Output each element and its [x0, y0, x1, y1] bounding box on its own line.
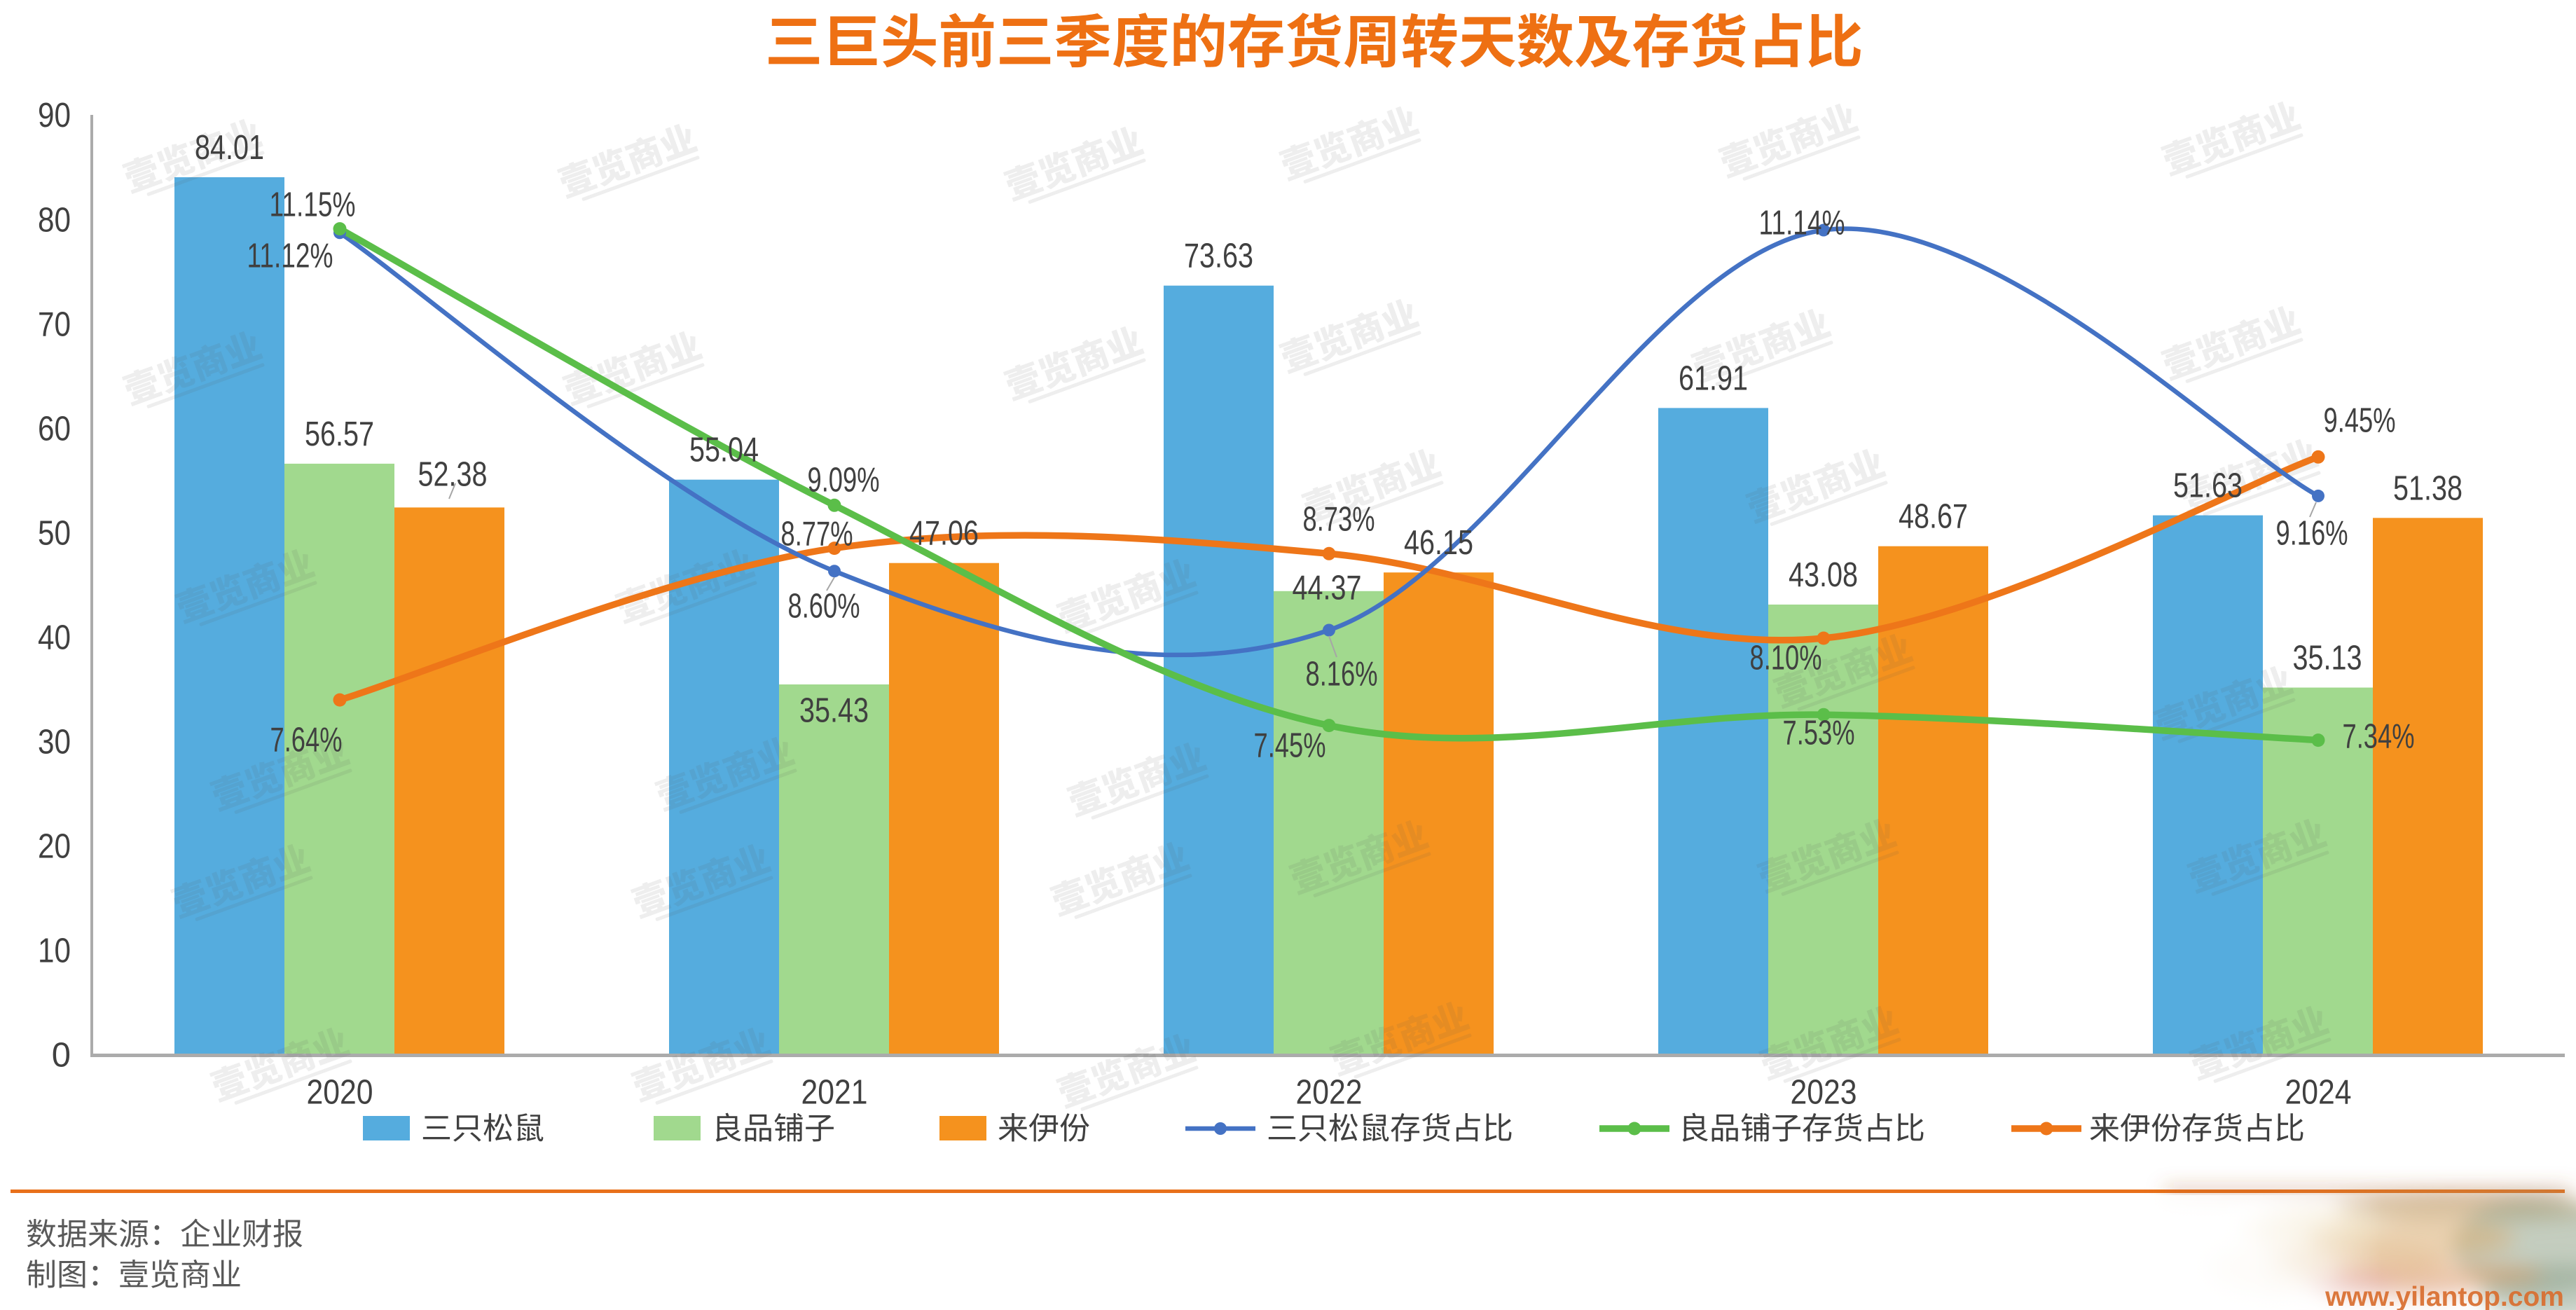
svg-text:50: 50 — [38, 514, 71, 552]
svg-text:11.12%: 11.12% — [247, 237, 333, 275]
svg-text:84.01: 84.01 — [195, 129, 264, 167]
svg-text:52.38: 52.38 — [418, 456, 488, 494]
svg-text:2020: 2020 — [307, 1074, 373, 1112]
svg-text:48.67: 48.67 — [1899, 498, 1968, 536]
svg-text:40: 40 — [38, 619, 71, 656]
svg-text:8.10%: 8.10% — [1750, 640, 1822, 677]
svg-text:8.73%: 8.73% — [1303, 501, 1375, 539]
svg-text:35.43: 35.43 — [799, 692, 869, 730]
svg-text:9.09%: 9.09% — [808, 462, 880, 499]
svg-text:8.60%: 8.60% — [788, 588, 860, 626]
svg-text:9.16%: 9.16% — [2276, 515, 2348, 553]
svg-text:51.63: 51.63 — [2173, 467, 2243, 505]
svg-text:11.14%: 11.14% — [1759, 205, 1845, 242]
svg-text:90: 90 — [38, 97, 71, 135]
svg-text:7.53%: 7.53% — [1783, 715, 1855, 752]
svg-text:2024: 2024 — [2285, 1074, 2352, 1112]
svg-text:www.yilantop.com: www.yilantop.com — [2324, 1282, 2564, 1310]
svg-text:44.37: 44.37 — [1293, 570, 1362, 607]
svg-text:20: 20 — [38, 827, 71, 865]
svg-text:51.38: 51.38 — [2393, 469, 2463, 507]
svg-text:60: 60 — [38, 410, 71, 448]
svg-text:8.16%: 8.16% — [1306, 656, 1378, 694]
svg-text:10: 10 — [38, 932, 71, 970]
svg-text:11.15%: 11.15% — [270, 186, 356, 224]
svg-text:2023: 2023 — [1791, 1074, 1857, 1112]
svg-text:70: 70 — [38, 305, 71, 343]
svg-text:8.77%: 8.77% — [781, 516, 853, 553]
svg-text:61.91: 61.91 — [1679, 359, 1748, 397]
svg-text:2022: 2022 — [1296, 1074, 1363, 1112]
svg-text:9.45%: 9.45% — [2324, 402, 2396, 440]
svg-text:7.45%: 7.45% — [1254, 727, 1326, 765]
svg-text:7.34%: 7.34% — [2343, 718, 2415, 756]
svg-text:55.04: 55.04 — [689, 432, 759, 469]
svg-text:35.13: 35.13 — [2293, 640, 2362, 677]
svg-text:47.06: 47.06 — [909, 515, 979, 553]
svg-text:46.15: 46.15 — [1404, 524, 1473, 562]
svg-text:56.57: 56.57 — [305, 415, 374, 453]
svg-text:80: 80 — [38, 201, 71, 239]
svg-text:73.63: 73.63 — [1184, 237, 1253, 275]
svg-text:43.08: 43.08 — [1789, 556, 1858, 594]
svg-text:0: 0 — [52, 1037, 71, 1075]
svg-text:7.64%: 7.64% — [270, 722, 343, 759]
svg-text:2021: 2021 — [801, 1074, 868, 1112]
svg-text:30: 30 — [38, 723, 71, 761]
